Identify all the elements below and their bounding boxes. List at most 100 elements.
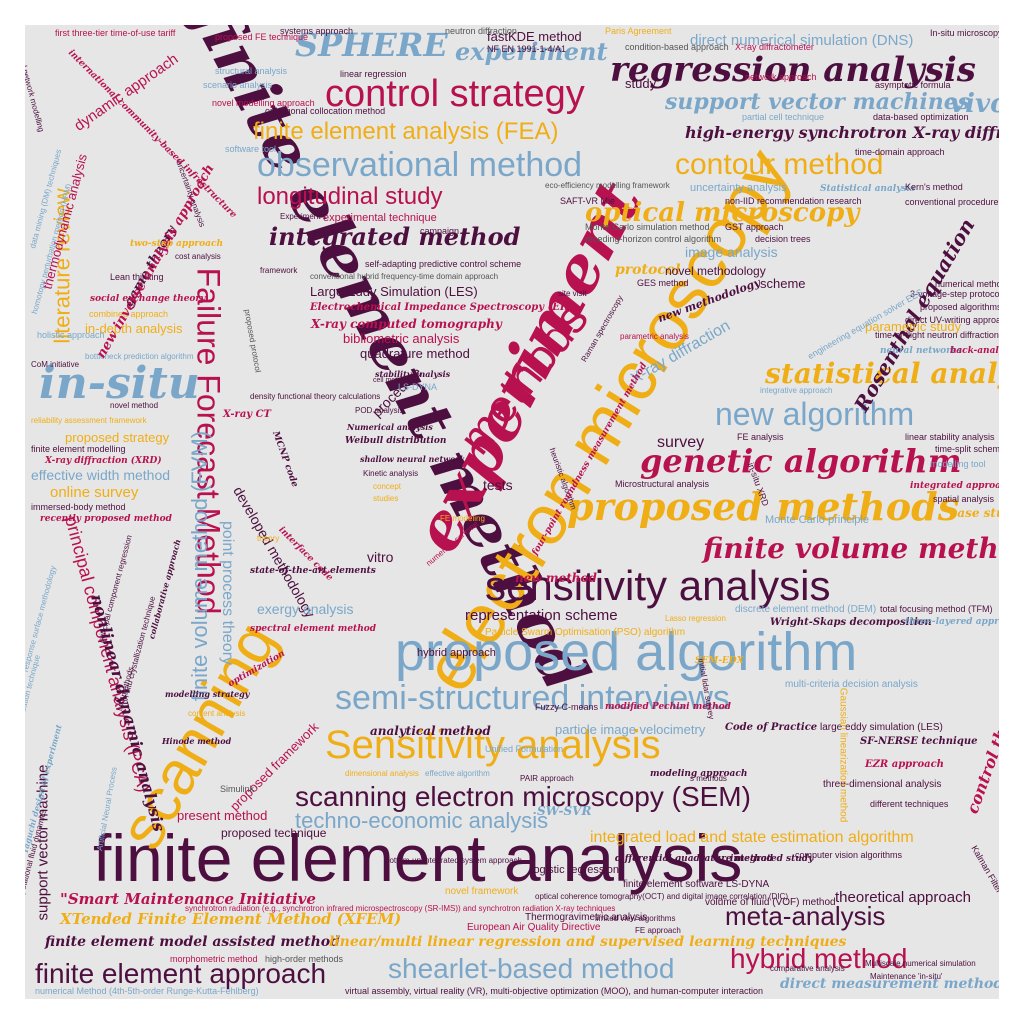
word: tests <box>483 477 513 493</box>
word: X-ray computed tomography <box>311 317 502 331</box>
word: SF-NERSE technique <box>860 736 978 747</box>
word: finite element software LS-DYNA <box>623 879 770 890</box>
word: parametric study <box>865 319 962 334</box>
word: neural networks <box>880 346 963 356</box>
word: Simulink <box>220 784 255 794</box>
word: three-layered approach <box>905 617 999 627</box>
word: hybrid approach <box>417 647 496 659</box>
word: sensitivity analysis <box>485 562 831 609</box>
word: control theory <box>962 689 999 817</box>
word: high-energy synchrotron X-ray diffractio… <box>685 123 999 142</box>
word: techno-economic analysis <box>295 808 549 833</box>
word: integrated method <box>269 222 521 251</box>
word: protocol <box>615 262 681 278</box>
word: conventional hybrid frequency-time domai… <box>310 272 499 281</box>
word: proposed strategy <box>65 430 170 445</box>
word: theoretical approach <box>835 889 971 906</box>
word: volume of fluid (VOF) method <box>705 897 836 908</box>
word: novel modelling approach <box>212 98 315 108</box>
word: "Smart Maintenance Initiative <box>60 890 316 908</box>
word: vitro <box>367 549 394 565</box>
word: Lean thinking <box>110 272 164 282</box>
word: decision trees <box>755 234 811 244</box>
word: Kinetic analysis <box>363 469 419 478</box>
word: dimensional analysis <box>345 769 419 778</box>
word: numerical Method (4th-5th-order Runge-Ku… <box>35 986 259 996</box>
word: modelling strategy <box>165 689 250 699</box>
word: systems approach <box>280 26 354 36</box>
word: cell method <box>373 377 409 384</box>
word: bibliometric analysis <box>343 331 460 346</box>
word: Experiment 1 <box>280 212 328 221</box>
word: shearlet-based method <box>388 953 675 984</box>
word: semi-structured interviews <box>335 679 730 717</box>
word: SEM-EDX <box>695 656 744 666</box>
word: parametric analysis <box>620 332 689 341</box>
word: scenario analysis <box>203 80 273 90</box>
word: high-order methods <box>265 954 344 964</box>
word: linear stability analysis <box>905 432 995 442</box>
word: contour method <box>675 148 884 181</box>
word: shallow neural network <box>360 454 466 464</box>
word: MCNP code <box>270 430 300 489</box>
word: structural analysis <box>215 66 288 76</box>
word: SW-SVR <box>537 804 592 818</box>
word: longitudinal study <box>257 183 443 210</box>
word: s methods <box>690 774 727 783</box>
word: case study <box>950 506 999 520</box>
word: combined approach <box>89 309 169 319</box>
word: meta-analysis <box>725 901 886 931</box>
word: vivo <box>950 89 999 119</box>
word: bottleneck prediction algorithm <box>85 352 194 361</box>
word: control strategy <box>325 73 585 115</box>
word: integrative approach <box>760 386 833 395</box>
word: Paris Agreement <box>605 26 672 36</box>
word: recently proposed method <box>40 514 172 524</box>
word: integrated approach <box>910 481 999 491</box>
word: Electrochemical Impedance Spectroscopy (… <box>310 302 577 313</box>
word: proposed algorithms <box>920 302 999 312</box>
word: X-ray diffractometer <box>735 42 814 52</box>
word: EZR approach <box>865 759 944 770</box>
word: holistic approach <box>37 330 105 340</box>
word: integrated study <box>730 854 814 864</box>
word: novel framework <box>445 886 519 897</box>
word: proposed algorithm <box>395 622 858 682</box>
word: XTended Finite Element Method (XFEM) <box>60 910 402 928</box>
word: modeling approach <box>650 769 748 779</box>
word: online survey <box>50 484 139 501</box>
word: linear regression <box>340 69 407 79</box>
word: in-depth analysis <box>85 321 183 336</box>
word: SAFT-VR Mie <box>560 196 616 206</box>
word: in-situ <box>39 358 200 409</box>
word: neutron diffraction <box>445 26 517 36</box>
word: reliability assessment framework <box>31 416 147 425</box>
word: SPHERE <box>295 26 448 64</box>
word: site visit <box>558 289 587 298</box>
word: PAIR approach <box>520 774 574 783</box>
word: virtual assembly, virtual reality (VR), … <box>345 986 763 996</box>
word: in-situ crystallization technique <box>120 595 158 703</box>
word: particle image velocimetry <box>555 722 706 737</box>
word: direct numerical simulation (DNS) <box>690 32 914 49</box>
word: experiment <box>455 37 608 66</box>
word: time-split scheme <box>935 444 999 454</box>
word: finite element analysis (FEA) <box>253 118 559 145</box>
word: synchrotron radiation (e.g., synchrotron… <box>185 904 616 913</box>
word: X-ray CT <box>223 409 271 420</box>
word: proposed protocol <box>242 308 263 374</box>
word: Numerical analysis <box>347 422 433 432</box>
word: finite element model assisted method <box>45 934 340 950</box>
word: FE modeling <box>440 514 485 523</box>
word: Code of Practice <box>725 722 818 733</box>
word: exergy analysis <box>257 601 354 617</box>
word: image analysis <box>685 244 778 260</box>
word: hybrid method <box>730 943 908 974</box>
word: FE approach <box>635 926 681 935</box>
word: FE analysis <box>737 432 784 442</box>
word: receding-horizon control algorithm <box>585 234 722 244</box>
word: Monte Carlo principle <box>765 514 869 526</box>
word: genetic algorithm <box>640 442 962 480</box>
word: analytical method <box>370 724 491 738</box>
word: integrated load and state estimation alg… <box>590 829 914 846</box>
